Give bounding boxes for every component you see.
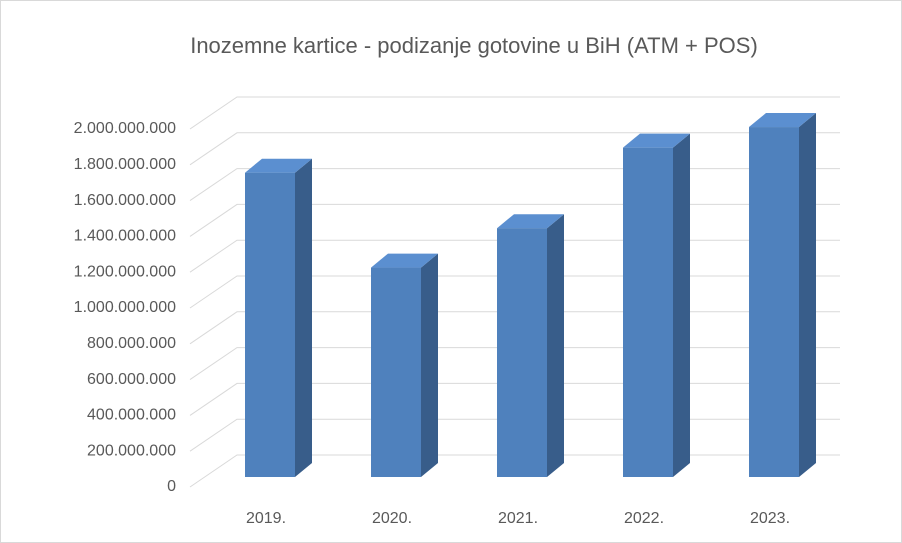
bar bbox=[497, 214, 564, 477]
bar-front bbox=[749, 127, 799, 478]
chart-title: Inozemne kartice - podizanje gotovine u … bbox=[190, 33, 758, 58]
y-tick-label: 1.600.000.000 bbox=[74, 192, 176, 209]
bar-top bbox=[371, 253, 438, 268]
y-tick-label: 0 bbox=[167, 478, 176, 495]
x-tick-label: 2022. bbox=[624, 510, 664, 527]
bar bbox=[245, 158, 312, 477]
x-tick-label: 2020. bbox=[372, 510, 412, 527]
x-tick-label: 2021. bbox=[498, 510, 538, 527]
x-tick-label: 2023. bbox=[750, 510, 790, 527]
bar-top bbox=[497, 214, 564, 229]
bar bbox=[749, 113, 816, 478]
bar-top bbox=[749, 113, 816, 128]
y-tick-label: 1.800.000.000 bbox=[74, 156, 176, 173]
bar-side bbox=[421, 253, 438, 477]
bar-front bbox=[623, 147, 673, 477]
y-tick-label: 1.200.000.000 bbox=[74, 263, 176, 280]
bar-side bbox=[799, 113, 816, 478]
grid-line bbox=[189, 96, 840, 130]
bar-front bbox=[497, 228, 547, 477]
bar-side bbox=[295, 158, 312, 477]
bar-top bbox=[245, 158, 312, 173]
y-tick-label: 200.000.000 bbox=[87, 442, 176, 459]
y-tick-label: 2.000.000.000 bbox=[74, 120, 176, 137]
bar-front bbox=[371, 267, 421, 477]
y-tick-label: 800.000.000 bbox=[87, 335, 176, 352]
bar bbox=[623, 133, 690, 477]
bar bbox=[371, 253, 438, 477]
y-tick-label: 400.000.000 bbox=[87, 407, 176, 424]
bar-front bbox=[245, 172, 295, 477]
grid-line bbox=[189, 132, 840, 166]
y-tick-label: 600.000.000 bbox=[87, 371, 176, 388]
bar-top bbox=[623, 133, 690, 148]
bar-side bbox=[547, 214, 564, 477]
bar-side bbox=[673, 133, 690, 477]
x-tick-label: 2019. bbox=[246, 510, 286, 527]
y-tick-label: 1.400.000.000 bbox=[74, 228, 176, 245]
y-tick-label: 1.000.000.000 bbox=[74, 299, 176, 316]
